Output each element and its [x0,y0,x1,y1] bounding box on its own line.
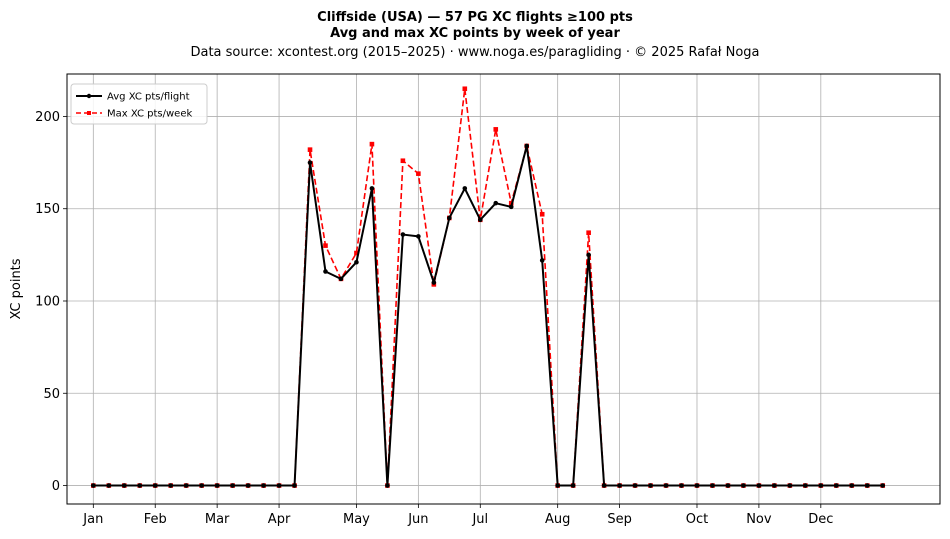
x-tick-label: Sep [607,512,632,527]
data-point-avg [369,186,375,191]
data-point-avg [632,483,638,488]
x-tick-label: Apr [268,512,291,527]
data-point-avg [524,143,530,149]
data-point-max [493,127,499,132]
legend-box [70,83,208,125]
series-line-avg [93,144,883,487]
data-point-avg [199,483,204,488]
y-tick-label: 200 [35,110,60,125]
data-point-avg [106,483,112,488]
x-tick-label: Feb [144,512,167,527]
data-point-avg [818,483,824,488]
data-point-avg [447,215,452,221]
chart-title-line1: Cliffside (USA) — 57 PG XC flights ≥100 … [317,10,633,25]
data-point-avg [803,483,808,488]
data-point-avg [137,483,143,488]
chart-title-line2: Avg and max XC points by week of year [330,26,620,41]
data-point-avg [663,483,669,488]
data-point-avg [462,186,468,191]
x-tick-label: Jan [82,512,103,527]
chart-subtitle: Data source: xcontest.org (2015–2025) · … [190,45,759,60]
data-point-max [323,243,328,248]
y-tick-label: 150 [35,202,60,217]
grid [67,74,940,504]
legend-max-label: Max XC pts/week [107,109,192,120]
data-point-avg [833,483,839,488]
data-point-avg [601,483,607,488]
data-point-avg [416,234,421,239]
data-point-max [369,141,375,147]
x-axis: Jan Feb Mar Apr May Jun Jul Aug Sep Oct Nov Dec [82,504,833,527]
x-tick-label: May [343,512,370,527]
data-point-avg [261,483,266,488]
y-tick-label: 0 [52,479,60,494]
data-point-avg [849,483,855,488]
data-point-avg [648,483,653,488]
data-point-avg [787,483,793,488]
series-layer [91,86,886,488]
data-point-max [354,250,359,256]
data-point-max [416,171,421,176]
data-point-avg [214,483,220,488]
y-tick-label: 50 [43,387,60,402]
data-point-avg [168,483,174,488]
data-point-avg [555,483,560,488]
data-point-max [539,211,545,217]
data-point-avg [152,483,158,488]
data-point-avg [679,483,684,488]
data-point-max [400,158,406,164]
data-point-avg [710,483,715,488]
x-tick-label: Jun [407,512,428,527]
data-point-avg [570,483,576,488]
data-point-avg [694,483,700,488]
data-point-avg [354,259,359,265]
data-point-avg [276,483,282,488]
data-point-avg [864,483,870,488]
data-point-avg [586,252,591,258]
x-tick-label: Oct [686,512,708,527]
data-point-avg [91,483,96,488]
data-point-avg [431,280,437,285]
data-point-avg [880,483,886,488]
y-axis: 0 50 100 150 200 [35,110,67,494]
data-point-avg [539,258,545,263]
data-point-avg [121,483,127,488]
data-point-avg [741,483,746,488]
data-point-avg [385,483,390,488]
data-point-avg [772,483,777,488]
data-point-avg [477,217,483,223]
legend-avg-marker [86,93,92,99]
y-axis-label: XC points [9,258,24,319]
plot-area [66,73,941,505]
y-tick-label: 100 [35,294,60,309]
data-point-avg [307,160,313,165]
data-point-avg [323,269,328,274]
data-point-avg [400,232,406,237]
legend: Avg XC pts/flight Max XC pts/week [70,83,208,125]
data-point-avg [338,276,344,282]
legend-max-marker [87,111,91,115]
x-tick-label: Nov [746,512,772,527]
legend-avg-label: Avg XC pts/flight [107,92,190,103]
data-point-avg [230,483,235,488]
data-point-avg [183,483,189,488]
data-point-avg [617,483,622,488]
data-point-avg [508,204,514,210]
x-tick-label: Mar [205,512,230,527]
data-point-avg [292,483,297,488]
x-tick-label: Aug [545,512,570,527]
data-point-max [307,147,313,152]
data-point-max [586,230,591,236]
series-line-max [93,87,883,487]
x-tick-label: Dec [808,512,833,527]
data-point-max [462,86,468,92]
x-tick-label: Jul [471,512,488,527]
data-point-avg [756,483,762,488]
data-point-avg [493,200,499,206]
data-point-avg [245,483,251,488]
data-point-avg [725,483,731,488]
